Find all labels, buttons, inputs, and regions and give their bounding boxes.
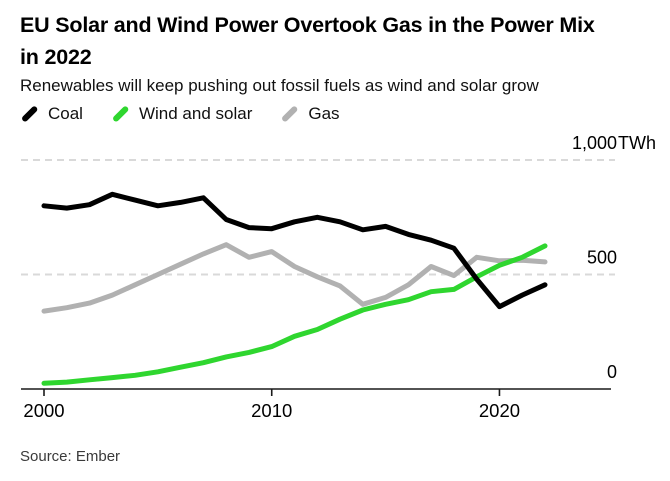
series-line-wind-and-solar <box>41 243 548 386</box>
y-tick-label-1000: 1,000 <box>572 133 617 153</box>
chart-legend: Coal Wind and solar Gas <box>20 104 340 124</box>
chart-plot-area: 1,000 TWh 500 2000 2010 2020 0 <box>0 130 670 432</box>
y-tick-label-500: 500 <box>587 248 617 268</box>
wind-solar-line-swatch-icon <box>111 105 130 123</box>
chart-subtitle: Renewables will keep pushing out fossil … <box>20 76 539 95</box>
x-tick-label-2020: 2020 <box>479 400 520 421</box>
y-tick-label-0: 0 <box>607 362 617 382</box>
y-axis-unit-label: TWh <box>618 133 656 153</box>
legend-label-gas: Gas <box>308 104 340 123</box>
legend-item-wind-and-solar: Wind and solar <box>111 104 252 124</box>
line-chart-svg: 1,000 TWh 500 2000 2010 2020 0 <box>21 133 656 421</box>
chart-title-line1: EU Solar and Wind Power Overtook Gas in … <box>20 13 595 37</box>
chart-title: EU Solar and Wind Power Overtook Gas in … <box>20 9 595 73</box>
coal-line-swatch-icon <box>20 105 39 123</box>
legend-label-wind-and-solar: Wind and solar <box>138 104 253 123</box>
legend-item-coal: Coal <box>20 104 83 124</box>
x-tick-label-2010: 2010 <box>251 400 292 421</box>
series-line-coal <box>41 191 548 310</box>
legend-label-coal: Coal <box>48 104 83 123</box>
series-line-gas <box>41 242 548 314</box>
x-tick-label-2000: 2000 <box>23 400 64 421</box>
gas-line-swatch-icon <box>281 105 299 123</box>
chart-title-line2: in 2022 <box>20 45 92 69</box>
legend-item-gas: Gas <box>280 104 340 124</box>
source-note: Source: Ember <box>20 448 121 465</box>
